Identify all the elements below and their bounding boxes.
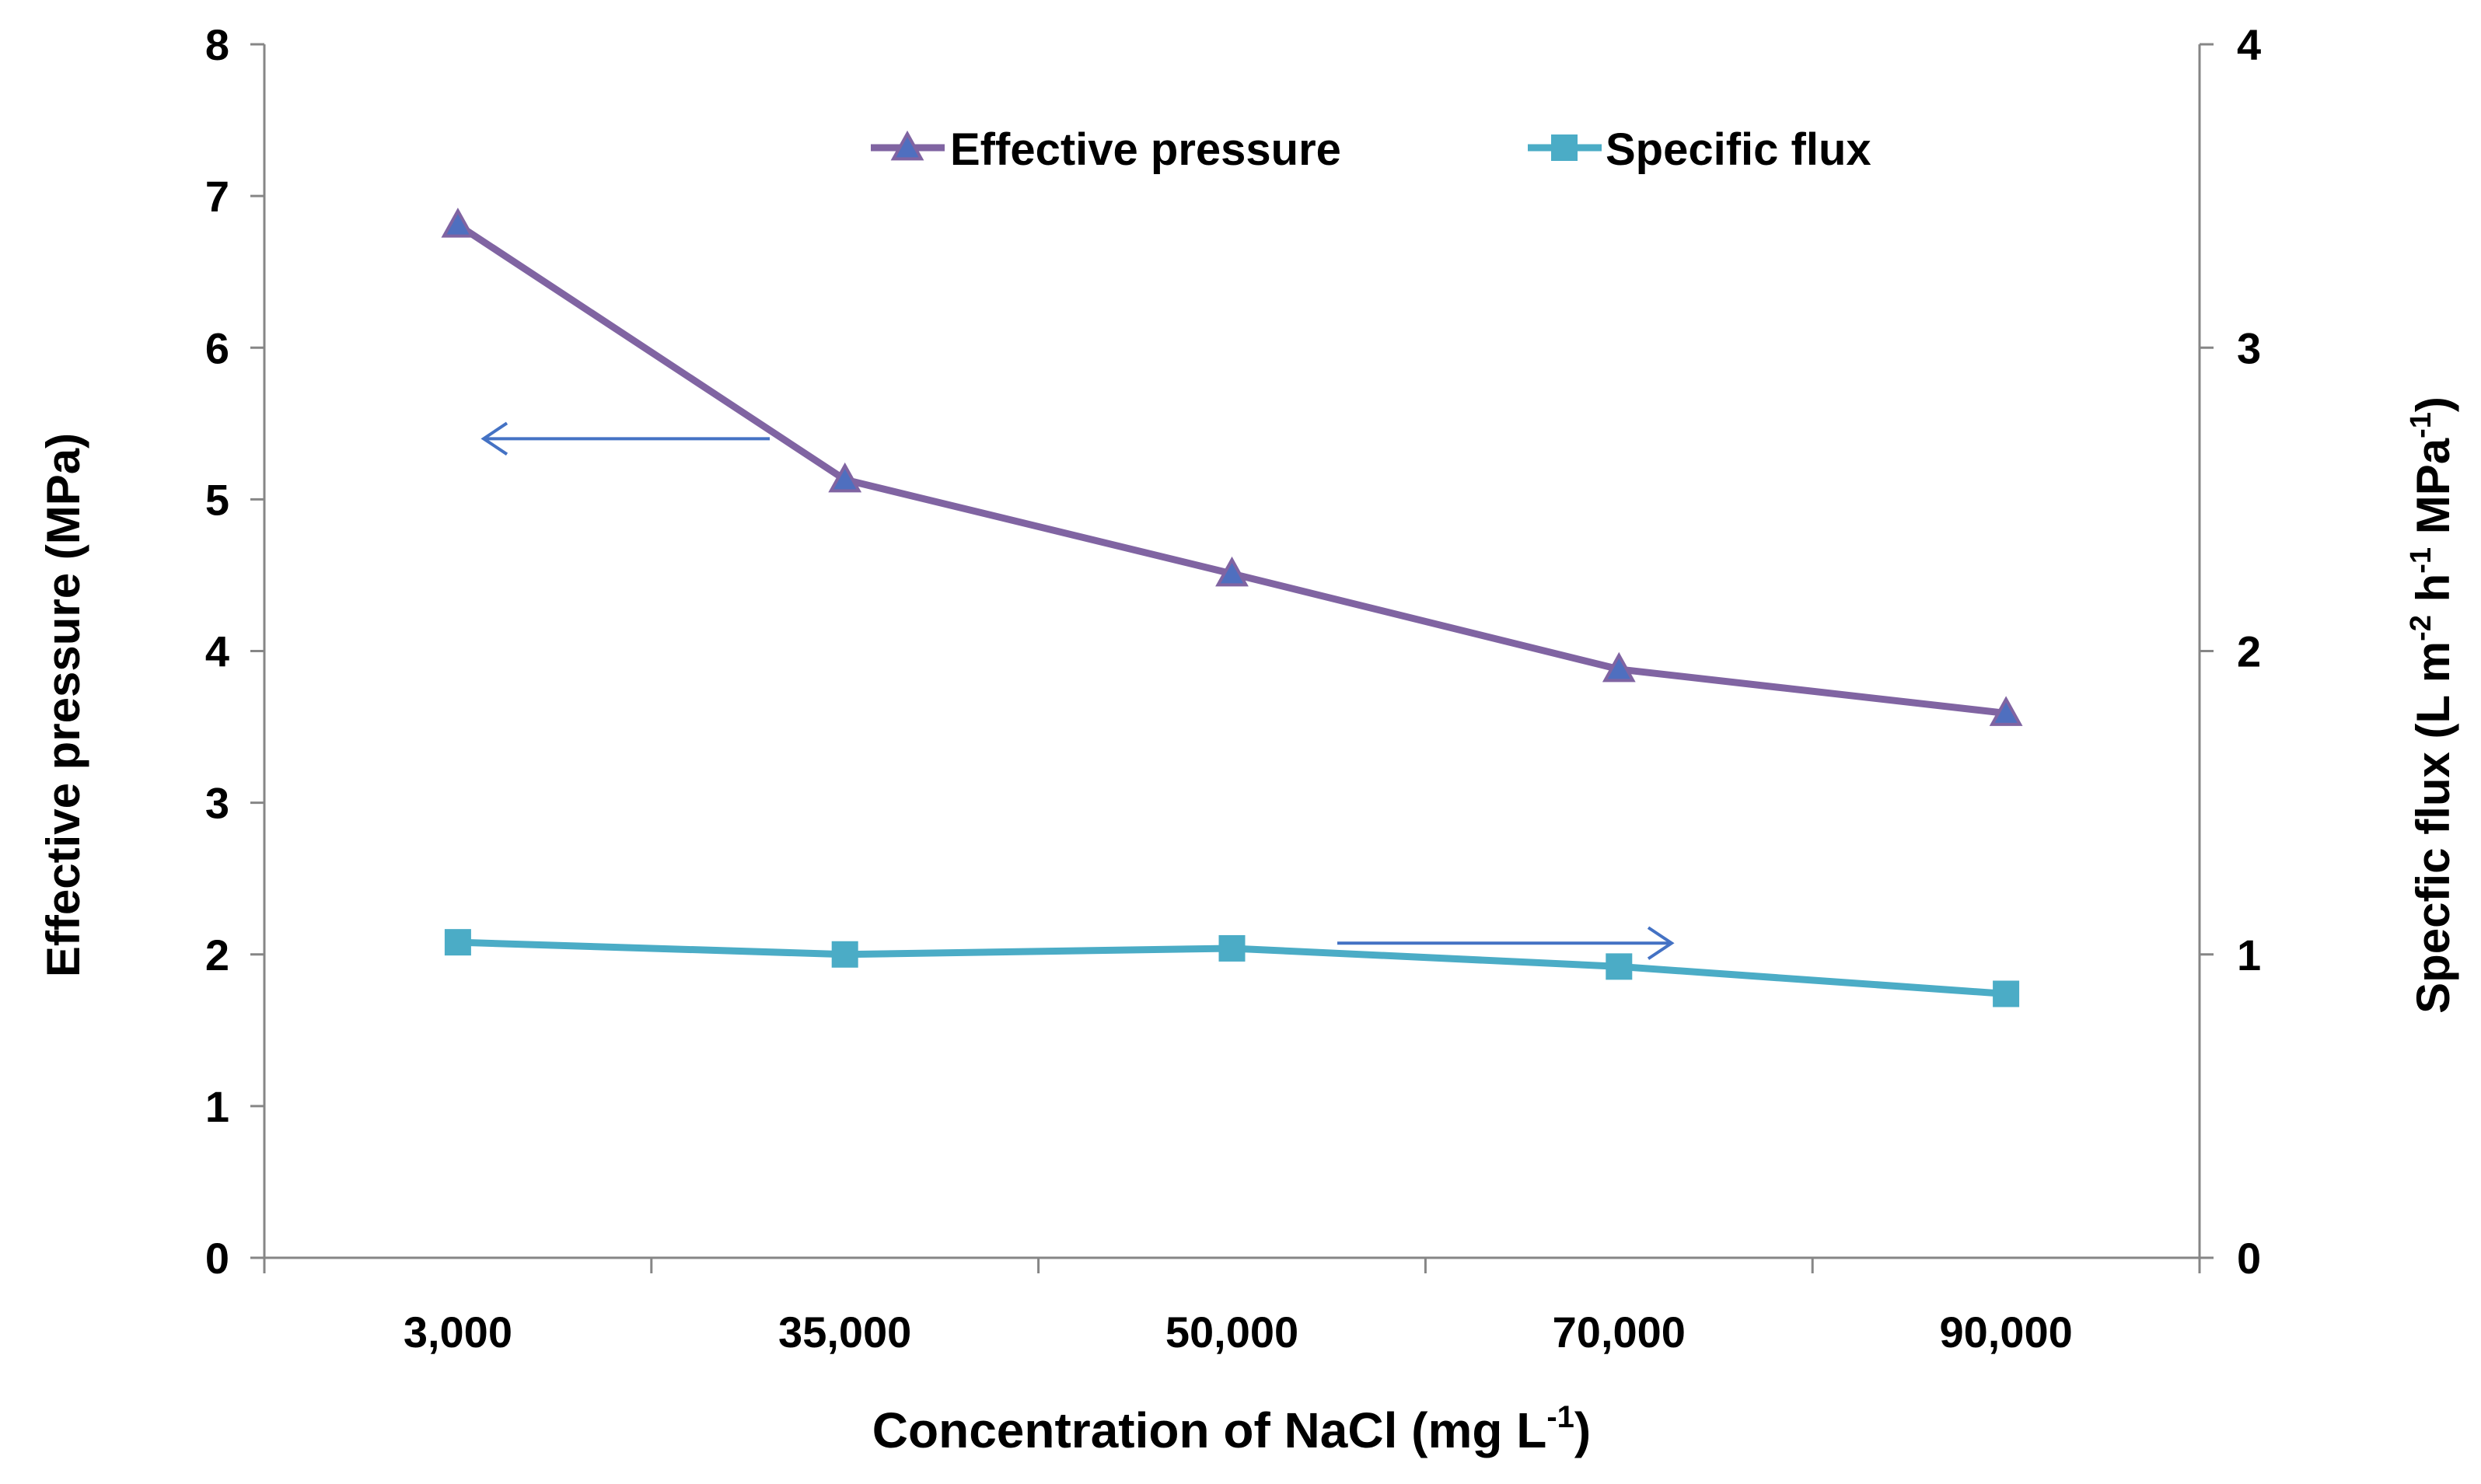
data-point-square [1218, 934, 1246, 962]
y-left-tick-label: 7 [205, 172, 229, 221]
x-tick-label: 3,000 [404, 1308, 512, 1357]
y-right-tick-label: 4 [2237, 20, 2261, 69]
legend-marker-triangle [890, 130, 924, 161]
y-left-tick-label: 3 [205, 779, 229, 828]
x-tick-label: 35,000 [778, 1308, 911, 1357]
series-line-0 [456, 222, 2007, 717]
series-marks [441, 208, 2023, 1007]
data-point-square [1993, 980, 2020, 1007]
legend-marker-square [1551, 134, 1578, 161]
y-axis-right-title: Specfic flux (L m-2 h-1 MPa-1) [2405, 396, 2459, 1014]
x-tick-label: 70,000 [1553, 1308, 1686, 1357]
legend: Effective pressure Specific flux [871, 124, 1871, 175]
right-arrow-head [1647, 926, 1675, 960]
y-right-tick-label: 3 [2237, 323, 2261, 372]
legend-label-specific-flux: Specific flux [1606, 124, 1871, 175]
y-right-tick-label: 1 [2237, 931, 2261, 979]
tick-labels: 0 1 2 3 4 5 6 7 8 0 1 2 3 4 3,000 35,000 50,000 70,000 90,… [205, 20, 2261, 1357]
legend-label-effective-pressure: Effective pressure [950, 124, 1341, 175]
left-arrow-head [480, 421, 508, 456]
x-tick-label: 90,000 [1939, 1308, 2072, 1357]
y-left-tick-label: 2 [205, 931, 229, 979]
y-left-tick-label: 1 [205, 1082, 229, 1131]
y-right-tick-label: 0 [2237, 1234, 2261, 1283]
y-left-tick-label: 6 [205, 323, 229, 372]
y-left-tick-label: 0 [205, 1234, 229, 1283]
data-point-square [831, 941, 858, 968]
data-point-triangle [1602, 651, 1636, 683]
y-left-tick-label: 4 [205, 627, 229, 676]
data-point-triangle [1215, 556, 1249, 587]
y-right-tick-label: 2 [2237, 627, 2261, 676]
axes [250, 43, 2214, 1273]
x-axis-title: Concentration of NaCl (mg L-1) [872, 1400, 1591, 1458]
data-point-triangle [1989, 696, 2023, 726]
data-point-triangle [828, 462, 862, 493]
data-point-square [444, 929, 471, 956]
data-point-triangle [441, 208, 475, 238]
y-axis-left-title: Effective pressure (MPa) [37, 433, 89, 977]
y-left-tick-label: 8 [205, 20, 229, 69]
data-point-square [1606, 953, 1633, 980]
x-tick-label: 50,000 [1165, 1308, 1298, 1357]
y-left-tick-label: 5 [205, 475, 229, 524]
